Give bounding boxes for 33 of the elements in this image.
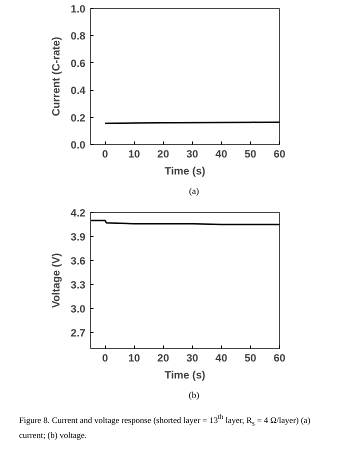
y-axis-title: Voltage (V) [50, 252, 63, 308]
x-tick-label: 50 [244, 148, 256, 160]
x-tick-label: 50 [244, 352, 256, 364]
x-tick-label: 10 [128, 148, 140, 160]
x-tick-label: 30 [186, 352, 198, 364]
y-tick-label: 1.0 [70, 4, 86, 16]
x-axis-title: Time (s) [164, 370, 206, 382]
x-tick-label: 40 [215, 148, 228, 160]
x-tick-label: 30 [186, 148, 198, 160]
x-tick-label: 60 [274, 352, 286, 364]
x-tick-label: 60 [274, 148, 286, 160]
y-tick-label: 3.6 [70, 256, 86, 268]
x-tick-label: 20 [157, 352, 170, 364]
text: Figure 8. Current and voltage response (shorted layer = 13$^{th}$ layer, R$_{s}$ = 4 Ω/layer) (a) current; (b) voltage. [19, 413, 310, 440]
text: (a) [189, 185, 199, 198]
x-tick-label: 0 [102, 148, 108, 160]
y-tick-label: 0.2 [70, 112, 86, 124]
y-tick-label: 0.4 [70, 85, 86, 98]
text: (b) [188, 389, 200, 402]
x-tick-label: 40 [215, 352, 228, 364]
y-tick-label: 0.0 [70, 140, 86, 152]
y-tick-label: 4.2 [70, 208, 86, 220]
x-tick-label: 10 [128, 352, 140, 364]
y-tick-label: 0.6 [70, 58, 86, 70]
y-axis-title: Current (C-rate) [50, 36, 63, 116]
x-tick-label: 20 [157, 148, 170, 160]
y-tick-label: 3.9 [70, 232, 86, 244]
x-tick-label: 0 [102, 352, 108, 364]
y-tick-label: 3.0 [70, 304, 86, 316]
y-tick-label: 2.7 [70, 328, 86, 340]
y-tick-label: 3.3 [70, 280, 86, 292]
y-tick-label: 0.8 [70, 30, 86, 43]
x-axis-title: Time (s) [164, 166, 206, 178]
